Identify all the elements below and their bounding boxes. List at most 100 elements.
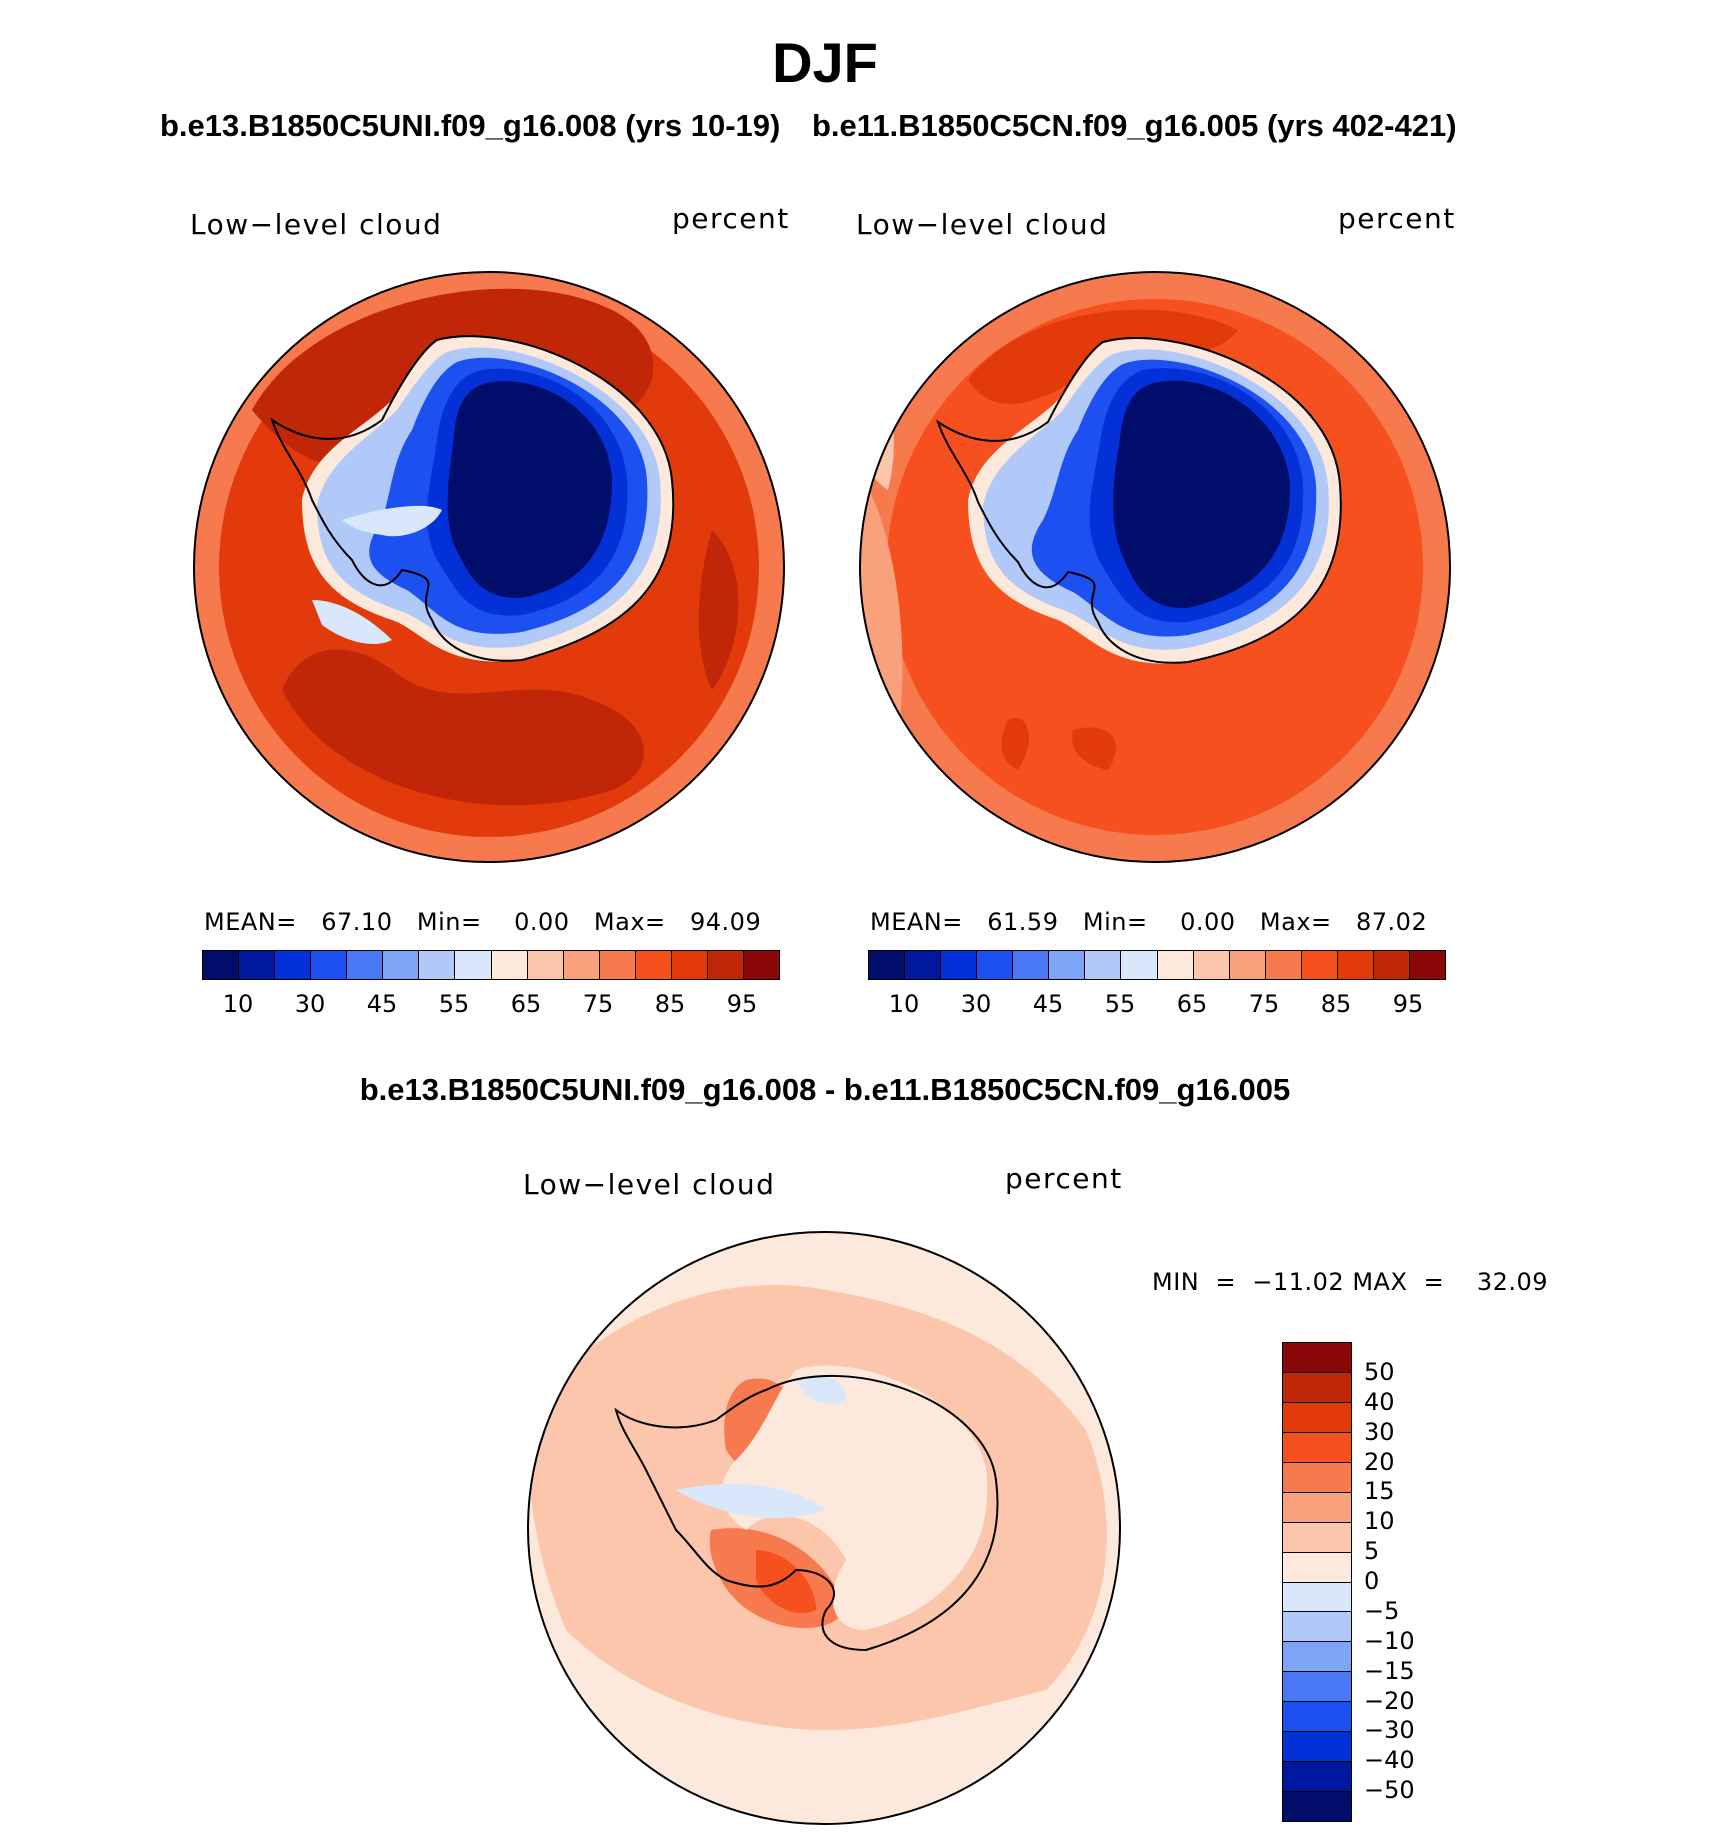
colorbar-swatch	[1301, 951, 1338, 979]
colorbar-tick-label: −30	[1364, 1716, 1415, 1745]
colorbar-tick-label: 10	[888, 990, 920, 1018]
colorbar-swatch	[1283, 1762, 1351, 1793]
colorbar-swatch	[1121, 951, 1158, 979]
colorbar-swatch	[1193, 951, 1230, 979]
colorbar-swatch	[905, 951, 942, 979]
colorbar-swatch	[941, 951, 978, 979]
colorbar-swatch	[239, 951, 276, 979]
difference-min-label: MIN	[1152, 1268, 1200, 1296]
panel-2-units-label: percent	[1338, 202, 1456, 235]
colorbar-swatch	[1283, 1582, 1351, 1613]
colorbar-swatch	[1283, 1343, 1351, 1373]
colorbar-tick-label: 85	[654, 990, 686, 1018]
colorbar-swatch	[1157, 951, 1194, 979]
colorbar-swatch	[599, 951, 636, 979]
colorbar-swatch	[1283, 1642, 1351, 1673]
colorbar-swatch	[1283, 1462, 1351, 1493]
colorbar-swatch	[1409, 951, 1445, 979]
panel-1-case-title: b.e13.B1850C5UNI.f09_g16.008 (yrs 10-19)	[160, 108, 781, 143]
colorbar-swatch	[419, 951, 456, 979]
colorbar-swatch	[743, 951, 779, 979]
colorbar-tick-label: 30	[1364, 1417, 1395, 1446]
colorbar-swatch	[527, 951, 564, 979]
colorbar-swatch	[1013, 951, 1050, 979]
panel-1-units-label: percent	[672, 202, 790, 235]
colorbar-swatch	[1373, 951, 1410, 979]
colorbar-tick-label: 40	[1364, 1387, 1395, 1416]
colorbar-tick-label: 20	[1364, 1447, 1395, 1476]
panel-2-max-value: 87.02	[1356, 908, 1428, 936]
colorbar-tick-label: 95	[726, 990, 758, 1018]
colorbar-tick-label: 65	[510, 990, 542, 1018]
difference-title: b.e13.B1850C5UNI.f09_g16.008 - b.e11.B18…	[359, 1072, 1291, 1107]
difference-min-value: −11.02	[1252, 1268, 1345, 1296]
colorbar-swatch	[671, 951, 708, 979]
colorbar-swatch	[311, 951, 348, 979]
difference-polar-map	[527, 1231, 1121, 1825]
colorbar-swatch	[1283, 1732, 1351, 1763]
colorbar-swatch	[707, 951, 744, 979]
panel-1-mean-value: 67.10	[321, 908, 393, 936]
colorbar-tick-label: 5	[1364, 1537, 1380, 1566]
difference-max-value: 32.09	[1476, 1268, 1549, 1296]
colorbar-swatch	[1283, 1612, 1351, 1643]
colorbar-tick-label: −5	[1364, 1596, 1400, 1625]
colorbar-swatch	[1283, 1552, 1351, 1583]
colorbar-swatch	[383, 951, 420, 979]
panel-2-variable-label: Low−level cloud	[856, 208, 1109, 241]
colorbar-tick-label: 50	[1364, 1357, 1395, 1386]
panel-2-stats: MEAN= 61.59 Min= 0.00 Max= 87.02	[870, 908, 1428, 936]
colorbar-swatch	[275, 951, 312, 979]
colorbar-tick-label: −40	[1364, 1746, 1415, 1775]
colorbar-swatch	[1283, 1402, 1351, 1433]
colorbar-swatch	[1049, 951, 1086, 979]
colorbar-swatch	[977, 951, 1014, 979]
colorbar-tick-label: 75	[1248, 990, 1280, 1018]
colorbar-tick-label: 55	[1104, 990, 1136, 1018]
panel-2-polar-map	[859, 271, 1451, 863]
colorbar-tick-label: 10	[222, 990, 254, 1018]
colorbar-swatch	[1085, 951, 1122, 979]
colorbar-swatch	[1283, 1702, 1351, 1733]
colorbar-swatch	[635, 951, 672, 979]
colorbar-tick-label: 65	[1176, 990, 1208, 1018]
colorbar-tick-label: 75	[582, 990, 614, 1018]
colorbar-tick-label: 0	[1364, 1567, 1380, 1595]
colorbar-swatch	[455, 951, 492, 979]
colorbar-tick-label: 55	[438, 990, 470, 1018]
panel-1-colorbar	[202, 950, 780, 980]
colorbar-swatch	[1283, 1492, 1351, 1523]
colorbar-swatch	[1265, 951, 1302, 979]
colorbar-tick-label: 10	[1364, 1507, 1395, 1536]
panel-1-stats: MEAN= 67.10 Min= 0.00 Max= 94.09	[204, 908, 762, 936]
panel-1-variable-label: Low−level cloud	[190, 208, 443, 241]
panel-1-max-value: 94.09	[690, 908, 762, 936]
colorbar-swatch	[347, 951, 384, 979]
colorbar-tick-label: 30	[960, 990, 992, 1018]
panel-2-min-value: 0.00	[1180, 908, 1236, 936]
colorbar-swatch	[869, 951, 906, 979]
colorbar-tick-label: −15	[1364, 1656, 1415, 1685]
panel-1-min-value: 0.00	[514, 908, 570, 936]
panel-2-mean-value: 61.59	[987, 908, 1059, 936]
colorbar-swatch	[1283, 1672, 1351, 1703]
panel-1-polar-map	[193, 271, 785, 863]
panel-2-colorbar	[868, 950, 1446, 980]
panel-2-case-title: b.e11.B1850C5CN.f09_g16.005 (yrs 402-421…	[812, 108, 1457, 143]
colorbar-tick-label: −20	[1364, 1686, 1415, 1715]
figure-title: DJF	[772, 31, 878, 94]
colorbar-swatch	[203, 951, 240, 979]
colorbar-tick-label: −50	[1364, 1776, 1415, 1805]
colorbar-swatch	[491, 951, 528, 979]
difference-max-label: MAX	[1352, 1268, 1408, 1296]
colorbar-tick-label: 45	[1032, 990, 1064, 1018]
colorbar-swatch	[1229, 951, 1266, 979]
colorbar-tick-label: 95	[1392, 990, 1424, 1018]
colorbar-swatch	[1283, 1522, 1351, 1553]
colorbar-swatch	[1283, 1792, 1351, 1821]
difference-units-label: percent	[1005, 1162, 1123, 1195]
difference-min-max: MIN = −11.02 MAX = 32.09	[1152, 1268, 1549, 1296]
colorbar-swatch	[1337, 951, 1374, 979]
colorbar-swatch	[563, 951, 600, 979]
colorbar-tick-label: 45	[366, 990, 398, 1018]
